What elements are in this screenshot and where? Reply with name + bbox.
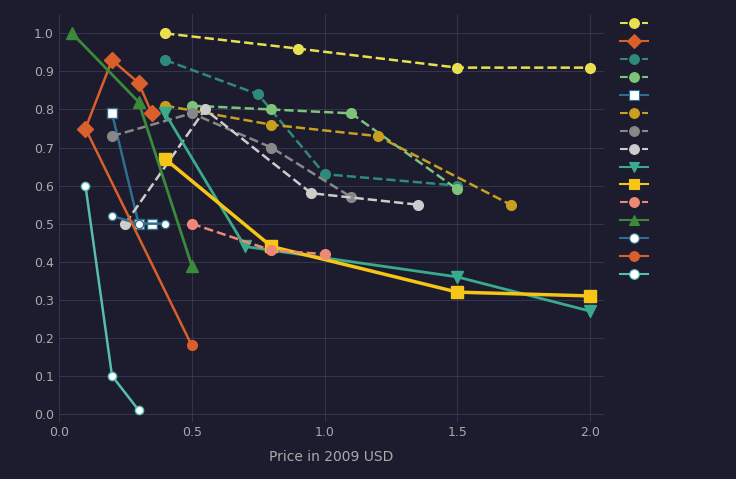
Legend: , , , , , , , , , , , , , , : , , , , , , , , , , , , , , — [616, 13, 657, 286]
X-axis label: Price in 2009 USD: Price in 2009 USD — [269, 450, 393, 465]
